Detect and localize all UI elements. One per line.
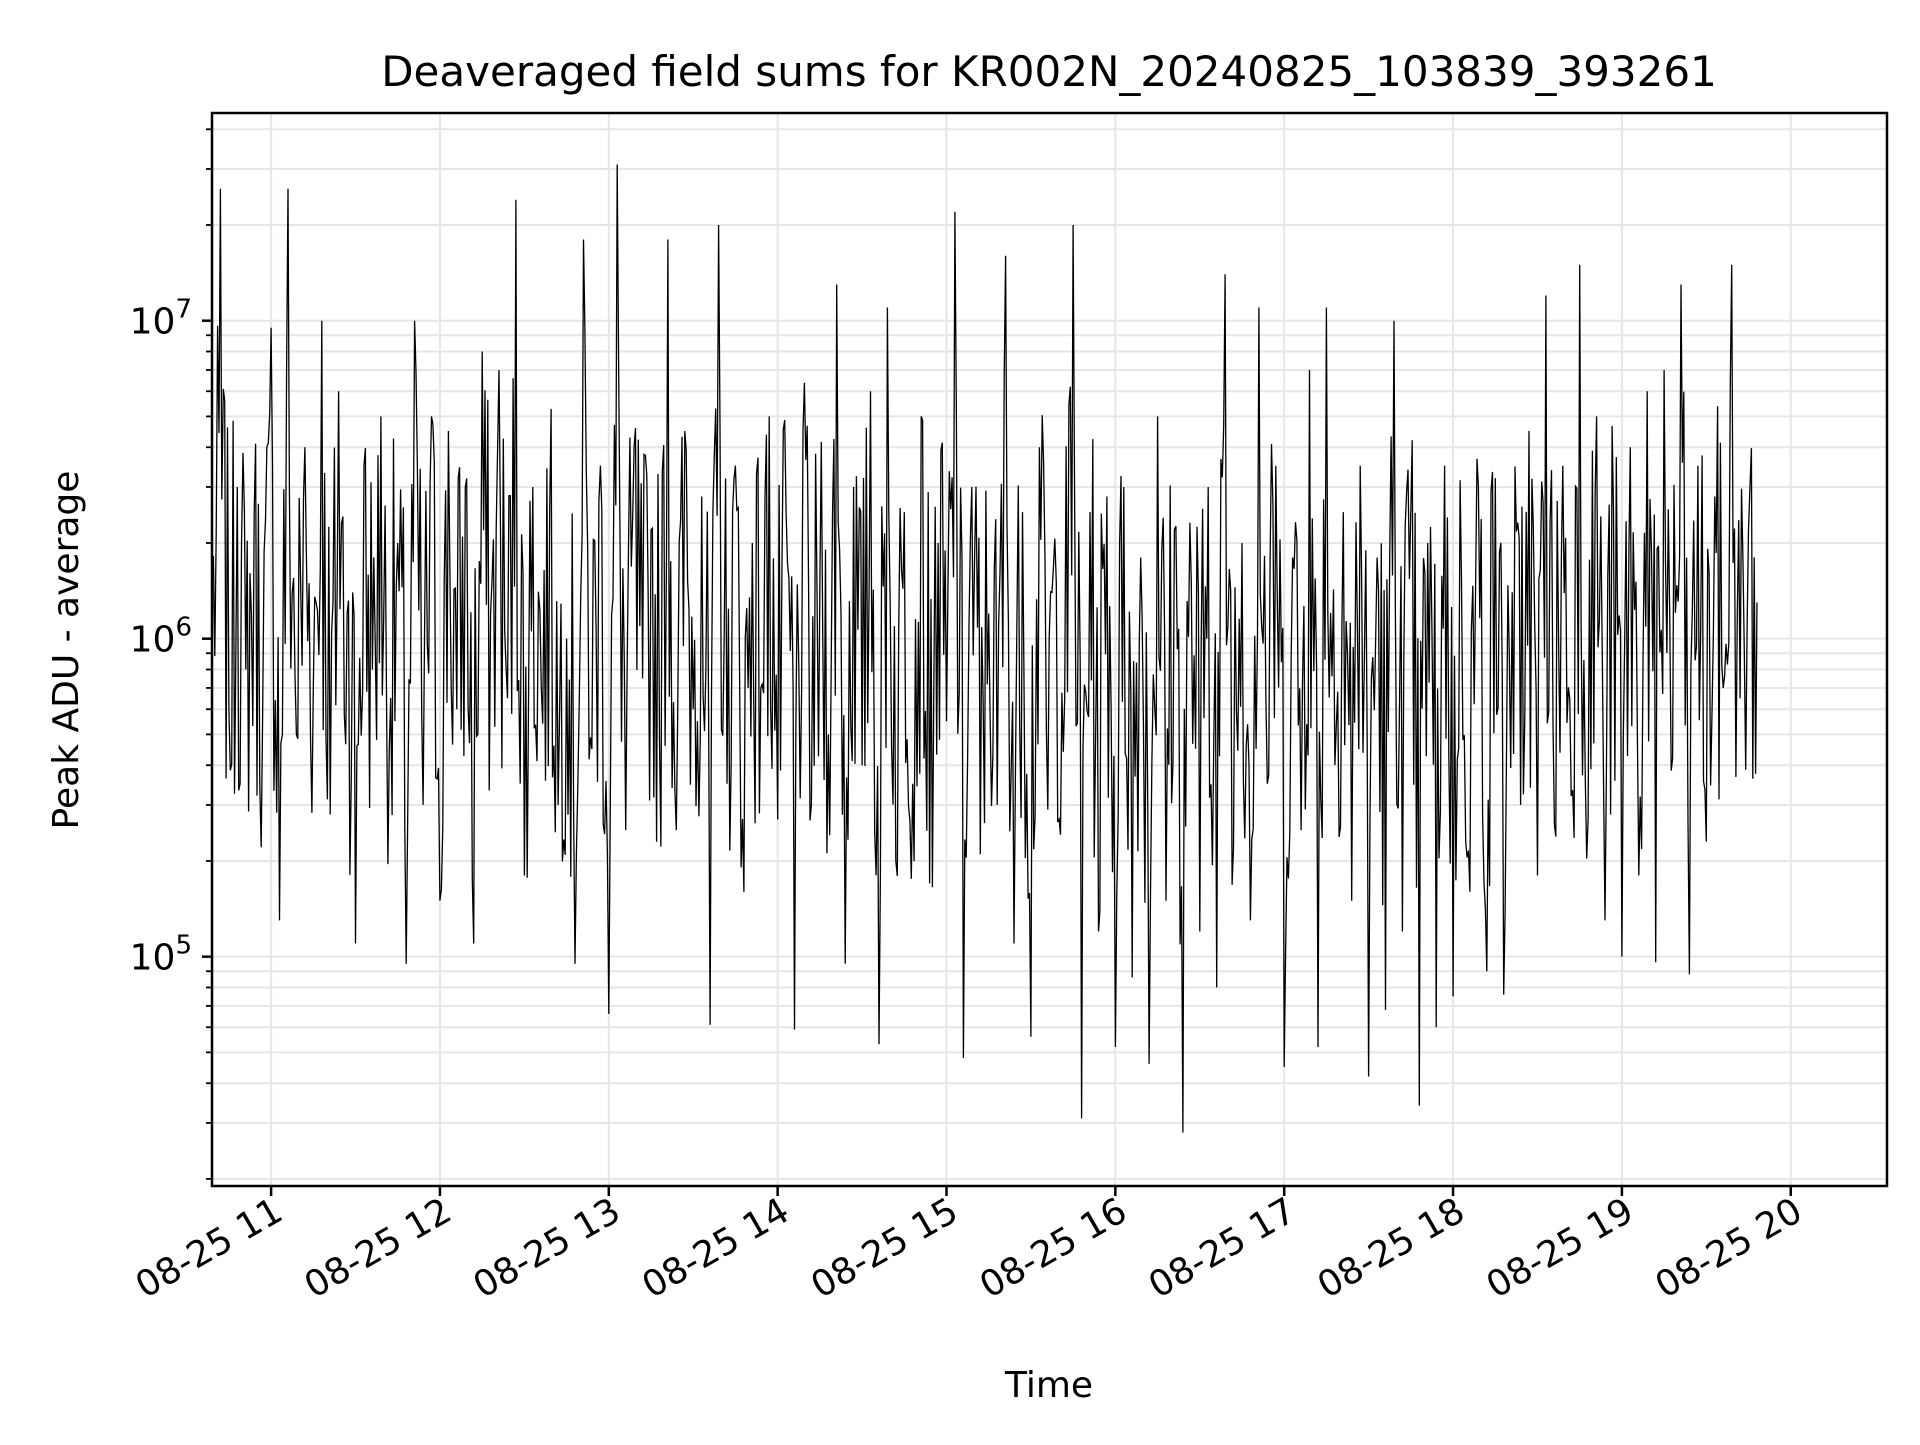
y-axis-ticks: 105 106 107 [130, 128, 212, 1180]
series-layer [211, 164, 1758, 1133]
plot-frame [210, 111, 1889, 1188]
y-tick-label: 106 [130, 613, 192, 661]
y-tick-label: 107 [130, 295, 192, 343]
x-axis-label: Time [1004, 1365, 1093, 1406]
y-axis-label: Peak ADU - average [46, 471, 87, 830]
series-line [211, 164, 1758, 1133]
y-tick-label: 105 [130, 931, 192, 979]
chart-title: Deaveraged field sums for KR002N_2024082… [381, 47, 1717, 96]
